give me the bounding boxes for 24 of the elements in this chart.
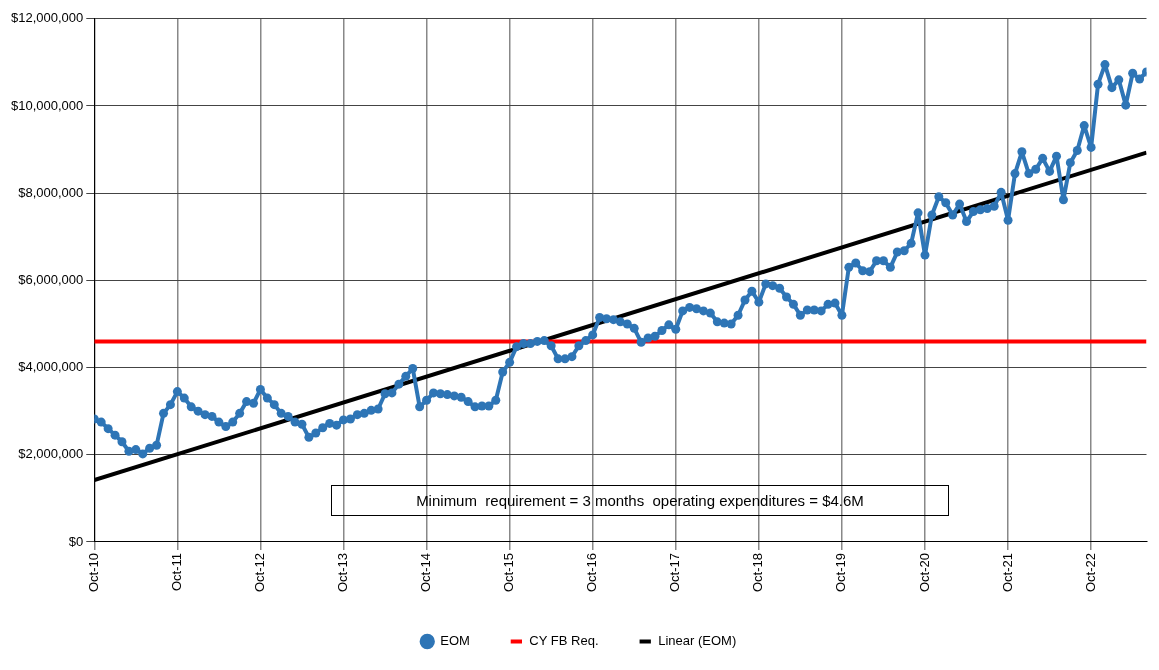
x-tick-label: Oct-12 (252, 552, 268, 592)
y-tick-label: $0 (68, 533, 84, 549)
annotation: Minimum requirement = 3 months operating expenditures = $4.6M (416, 492, 864, 509)
y-tick-label: $2,000,000 (18, 446, 84, 462)
x-tick-label: Oct-22 (1082, 552, 1098, 592)
x-tick-label: Oct-17 (667, 552, 683, 592)
y-tick-label: $8,000,000 (18, 184, 84, 200)
y-tick-label: $4,000,000 (18, 359, 84, 375)
x-tick-label: Oct-10 (85, 552, 101, 592)
y-tick-label: $12,000,000 (11, 10, 84, 26)
x-tick-label: Oct-20 (916, 552, 932, 592)
x-tick-label: Oct-15 (501, 552, 517, 592)
legend-label: EOM (440, 633, 470, 649)
y-tick-label: $10,000,000 (11, 97, 84, 113)
x-tick-label: Oct-13 (335, 552, 351, 592)
x-tick-label: Oct-11 (168, 552, 184, 592)
y-tick-label: $6,000,000 (18, 271, 84, 287)
x-tick-label: Oct-16 (584, 552, 600, 592)
x-tick-label: Oct-19 (833, 552, 849, 592)
x-tick-label: Oct-21 (999, 552, 1015, 592)
x-tick-label: Oct-14 (418, 552, 434, 592)
x-tick-label: Oct-18 (750, 552, 766, 592)
legend-label: CY FB Req. (529, 633, 599, 649)
legend-label: Linear (EOM) (658, 633, 737, 649)
